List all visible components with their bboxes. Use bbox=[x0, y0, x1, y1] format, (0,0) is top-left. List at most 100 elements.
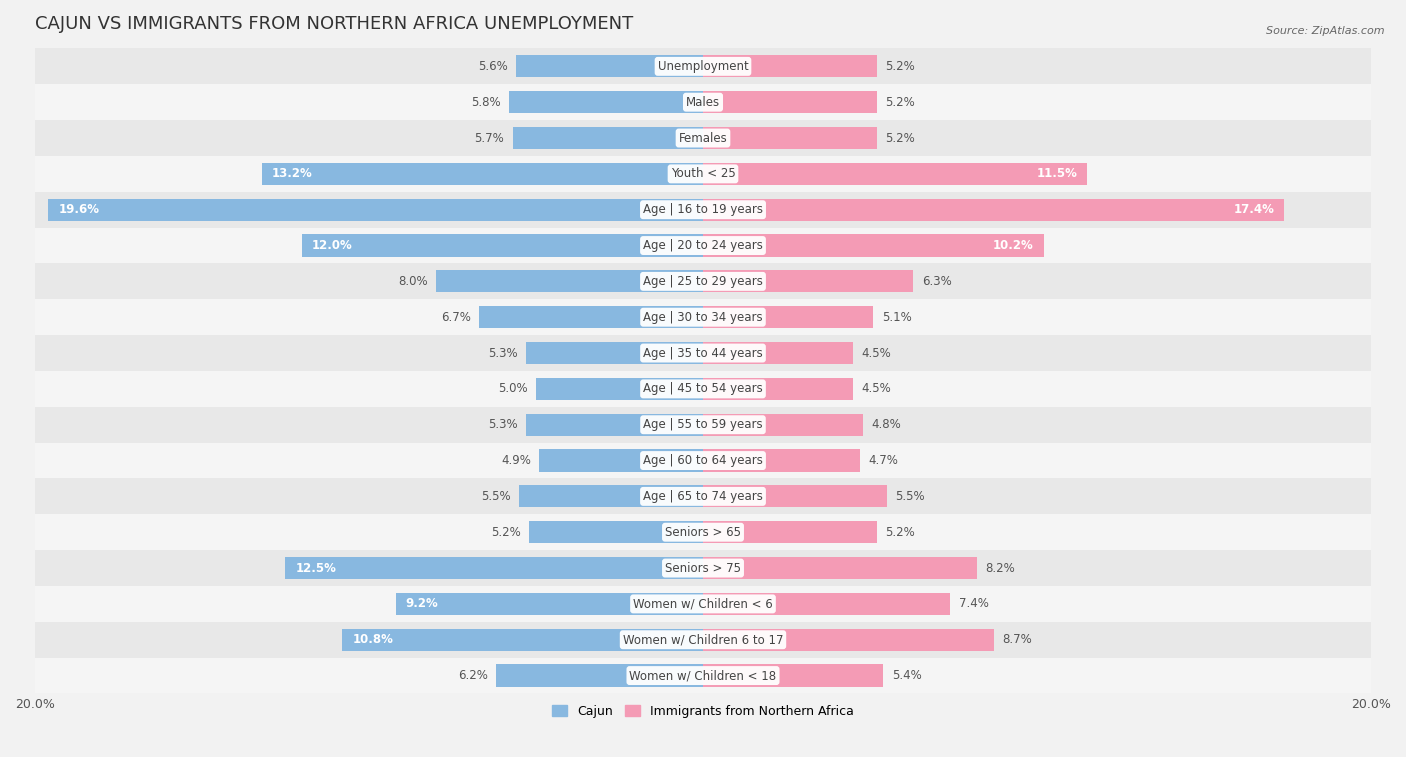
Bar bbox=[395, 593, 703, 615]
Text: 5.2%: 5.2% bbox=[884, 525, 915, 539]
Bar bbox=[703, 270, 914, 292]
Text: 5.5%: 5.5% bbox=[481, 490, 510, 503]
Text: Males: Males bbox=[686, 95, 720, 109]
Text: Age | 16 to 19 years: Age | 16 to 19 years bbox=[643, 203, 763, 217]
Text: Women w/ Children < 6: Women w/ Children < 6 bbox=[633, 597, 773, 610]
Bar bbox=[526, 342, 703, 364]
Bar bbox=[35, 407, 1371, 443]
Bar bbox=[513, 127, 703, 149]
Bar bbox=[35, 586, 1371, 621]
Text: 19.6%: 19.6% bbox=[58, 203, 100, 217]
Bar bbox=[285, 557, 703, 579]
Bar bbox=[262, 163, 703, 185]
Bar bbox=[703, 378, 853, 400]
Text: Age | 25 to 29 years: Age | 25 to 29 years bbox=[643, 275, 763, 288]
Text: 5.2%: 5.2% bbox=[884, 60, 915, 73]
Bar bbox=[703, 235, 1043, 257]
Text: 5.2%: 5.2% bbox=[884, 95, 915, 109]
Text: Unemployment: Unemployment bbox=[658, 60, 748, 73]
Text: 9.2%: 9.2% bbox=[406, 597, 439, 610]
Bar bbox=[496, 665, 703, 687]
Bar bbox=[540, 450, 703, 472]
Text: 5.3%: 5.3% bbox=[488, 418, 517, 431]
Text: Age | 60 to 64 years: Age | 60 to 64 years bbox=[643, 454, 763, 467]
Text: 5.2%: 5.2% bbox=[491, 525, 522, 539]
Text: 5.5%: 5.5% bbox=[896, 490, 925, 503]
Text: Source: ZipAtlas.com: Source: ZipAtlas.com bbox=[1267, 26, 1385, 36]
Bar bbox=[703, 450, 860, 472]
Text: Age | 65 to 74 years: Age | 65 to 74 years bbox=[643, 490, 763, 503]
Text: 5.2%: 5.2% bbox=[884, 132, 915, 145]
Bar bbox=[436, 270, 703, 292]
Text: 5.6%: 5.6% bbox=[478, 60, 508, 73]
Bar bbox=[703, 342, 853, 364]
Bar bbox=[519, 485, 703, 507]
Text: 6.3%: 6.3% bbox=[922, 275, 952, 288]
Legend: Cajun, Immigrants from Northern Africa: Cajun, Immigrants from Northern Africa bbox=[547, 699, 859, 723]
Bar bbox=[703, 163, 1087, 185]
Bar bbox=[529, 521, 703, 544]
Text: Age | 45 to 54 years: Age | 45 to 54 years bbox=[643, 382, 763, 395]
Bar bbox=[703, 521, 877, 544]
Bar bbox=[35, 550, 1371, 586]
Text: 5.8%: 5.8% bbox=[471, 95, 501, 109]
Bar bbox=[509, 91, 703, 114]
Text: 17.4%: 17.4% bbox=[1233, 203, 1274, 217]
Bar bbox=[35, 514, 1371, 550]
Text: 4.9%: 4.9% bbox=[501, 454, 531, 467]
Bar bbox=[35, 48, 1371, 84]
Text: 4.5%: 4.5% bbox=[862, 382, 891, 395]
Text: 7.4%: 7.4% bbox=[959, 597, 988, 610]
Text: 8.0%: 8.0% bbox=[398, 275, 427, 288]
Bar bbox=[35, 228, 1371, 263]
Text: 10.8%: 10.8% bbox=[353, 633, 394, 646]
Bar bbox=[703, 593, 950, 615]
Bar bbox=[302, 235, 703, 257]
Bar bbox=[35, 621, 1371, 658]
Bar bbox=[479, 306, 703, 329]
Text: Women w/ Children 6 to 17: Women w/ Children 6 to 17 bbox=[623, 633, 783, 646]
Bar bbox=[35, 263, 1371, 299]
Text: Females: Females bbox=[679, 132, 727, 145]
Text: Youth < 25: Youth < 25 bbox=[671, 167, 735, 180]
Bar bbox=[35, 335, 1371, 371]
Bar bbox=[703, 557, 977, 579]
Bar bbox=[35, 443, 1371, 478]
Text: 11.5%: 11.5% bbox=[1036, 167, 1077, 180]
Bar bbox=[35, 658, 1371, 693]
Text: 12.5%: 12.5% bbox=[295, 562, 336, 575]
Bar bbox=[703, 413, 863, 436]
Text: 4.8%: 4.8% bbox=[872, 418, 901, 431]
Text: CAJUN VS IMMIGRANTS FROM NORTHERN AFRICA UNEMPLOYMENT: CAJUN VS IMMIGRANTS FROM NORTHERN AFRICA… bbox=[35, 15, 633, 33]
Text: 5.4%: 5.4% bbox=[891, 669, 921, 682]
Text: 5.1%: 5.1% bbox=[882, 310, 911, 324]
Bar bbox=[703, 91, 877, 114]
Bar bbox=[35, 371, 1371, 407]
Bar bbox=[35, 156, 1371, 192]
Text: 10.2%: 10.2% bbox=[993, 239, 1033, 252]
Bar bbox=[516, 55, 703, 77]
Bar bbox=[703, 55, 877, 77]
Bar bbox=[536, 378, 703, 400]
Bar bbox=[703, 198, 1284, 221]
Text: 4.7%: 4.7% bbox=[869, 454, 898, 467]
Text: 6.7%: 6.7% bbox=[441, 310, 471, 324]
Text: 5.3%: 5.3% bbox=[488, 347, 517, 360]
Text: 8.7%: 8.7% bbox=[1002, 633, 1032, 646]
Text: 12.0%: 12.0% bbox=[312, 239, 353, 252]
Bar bbox=[703, 628, 994, 651]
Bar bbox=[35, 478, 1371, 514]
Text: Age | 30 to 34 years: Age | 30 to 34 years bbox=[643, 310, 763, 324]
Text: Seniors > 65: Seniors > 65 bbox=[665, 525, 741, 539]
Bar bbox=[35, 299, 1371, 335]
Text: 6.2%: 6.2% bbox=[458, 669, 488, 682]
Text: 4.5%: 4.5% bbox=[862, 347, 891, 360]
Bar bbox=[703, 127, 877, 149]
Bar bbox=[35, 192, 1371, 228]
Bar bbox=[48, 198, 703, 221]
Text: 8.2%: 8.2% bbox=[986, 562, 1015, 575]
Text: Age | 35 to 44 years: Age | 35 to 44 years bbox=[643, 347, 763, 360]
Bar bbox=[35, 84, 1371, 120]
Bar bbox=[703, 485, 887, 507]
Text: Seniors > 75: Seniors > 75 bbox=[665, 562, 741, 575]
